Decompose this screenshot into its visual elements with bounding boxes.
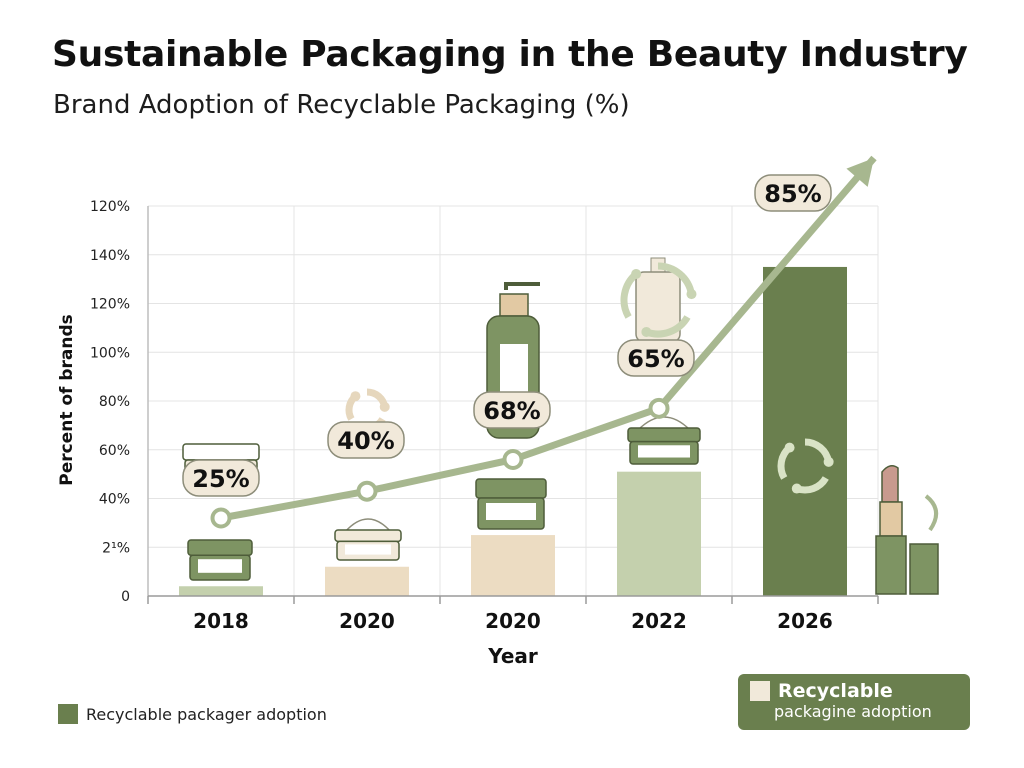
recycle-arrow — [620, 271, 639, 319]
x-tick-label: 2020 — [339, 609, 395, 633]
data-label: 25% — [192, 465, 249, 493]
data-label: 40% — [337, 427, 394, 455]
bar — [617, 471, 701, 596]
trend-point — [502, 449, 524, 470]
bars — [179, 266, 847, 596]
jar-label — [638, 445, 690, 458]
lipstick-icon — [875, 465, 939, 595]
jar-lid — [334, 529, 402, 543]
cream-jar-icon — [187, 539, 253, 581]
data-label: 85% — [764, 180, 821, 208]
legend-swatch — [750, 681, 770, 701]
bottle-icon — [635, 257, 681, 343]
bar — [179, 586, 263, 596]
jar-label — [345, 544, 391, 555]
legend-swatch — [58, 704, 78, 724]
recycle-arrow-head — [379, 401, 390, 412]
cream-jar-icon — [334, 518, 402, 561]
data-label: 65% — [627, 345, 684, 373]
jar-lid — [627, 427, 701, 443]
jar-label — [198, 559, 242, 573]
data-labels: 25% 40% 68% 65% 85% — [182, 174, 832, 497]
trend-point — [210, 507, 232, 529]
chart-subtitle: Brand Adoption of Recyclable Packaging (… — [53, 90, 630, 120]
recycle-arrow-head — [641, 326, 652, 337]
x-axis-title: Year — [487, 644, 538, 668]
y-tick-label: 120% — [90, 297, 130, 313]
y-tick-label: 0 — [121, 589, 130, 605]
recycle-arrow-head — [823, 456, 834, 467]
bar — [471, 535, 555, 596]
bar — [763, 266, 847, 596]
y-axis-title: Percent of brands — [57, 314, 77, 486]
legend-right-label-line1: Recyclable — [778, 680, 893, 702]
bar — [325, 566, 409, 596]
data-label-bg — [473, 391, 551, 429]
trend-line — [210, 155, 877, 529]
lipstick-cap — [909, 543, 939, 595]
x-tick-label: 2026 — [777, 609, 833, 633]
pump-nozzle — [504, 282, 540, 290]
recycle-arrow-head — [686, 289, 697, 300]
chart-title: Sustainable Packaging in the Beauty Indu… — [52, 34, 968, 75]
legend-left-label: Recyclable packager adoption — [86, 704, 327, 724]
lipstick-bullet — [881, 465, 899, 503]
recycle-arrow-head — [631, 268, 642, 279]
jar-lid — [475, 478, 547, 499]
trend-point — [648, 397, 670, 419]
recycle-icon — [620, 262, 697, 338]
data-label-bg — [754, 174, 832, 212]
legend-left: Recyclable packager adoption — [58, 704, 327, 724]
x-tick-label: 2020 — [485, 609, 541, 633]
y-tick-label: 80% — [99, 394, 130, 410]
trend-point — [356, 480, 378, 502]
cream-jar-icon — [627, 416, 701, 465]
recycle-icon — [777, 438, 834, 494]
legend-right: Recyclable packagine adoption — [738, 674, 970, 730]
pump-collar — [499, 293, 529, 317]
cream-jar-icon — [475, 478, 547, 530]
legend-right-label-line2: packagine adoption — [774, 702, 932, 721]
data-label-bg — [327, 421, 405, 459]
y-tick-label: 2¹% — [102, 540, 130, 556]
lipstick-case — [875, 535, 907, 595]
data-label: 68% — [483, 397, 540, 425]
recycle-arrow-head — [350, 391, 361, 402]
y-tick-label: 120% — [90, 199, 130, 215]
trend-arrow-head — [846, 158, 874, 187]
lipstick-sleeve — [879, 501, 903, 537]
y-tick-label: 60% — [99, 443, 130, 459]
recycle-arrow-head — [791, 483, 802, 494]
data-label-bg — [617, 339, 695, 377]
x-tick-label: 2018 — [193, 609, 249, 633]
jar-label — [486, 503, 536, 520]
jar-lid — [182, 443, 260, 461]
axes: 0 2¹% 40% 60% 80% 100% 120% 140% 120% 2018 2020 202… — [57, 199, 879, 668]
y-tick-label: 140% — [90, 248, 130, 264]
data-label-bg — [182, 459, 260, 497]
y-tick-label: 40% — [99, 492, 130, 508]
x-tick-label: 2022 — [631, 609, 687, 633]
lipstick-arrow — [924, 494, 938, 532]
y-tick-label: 100% — [90, 345, 130, 361]
recycle-arrow-head — [784, 442, 795, 453]
jar-lid — [187, 539, 253, 556]
